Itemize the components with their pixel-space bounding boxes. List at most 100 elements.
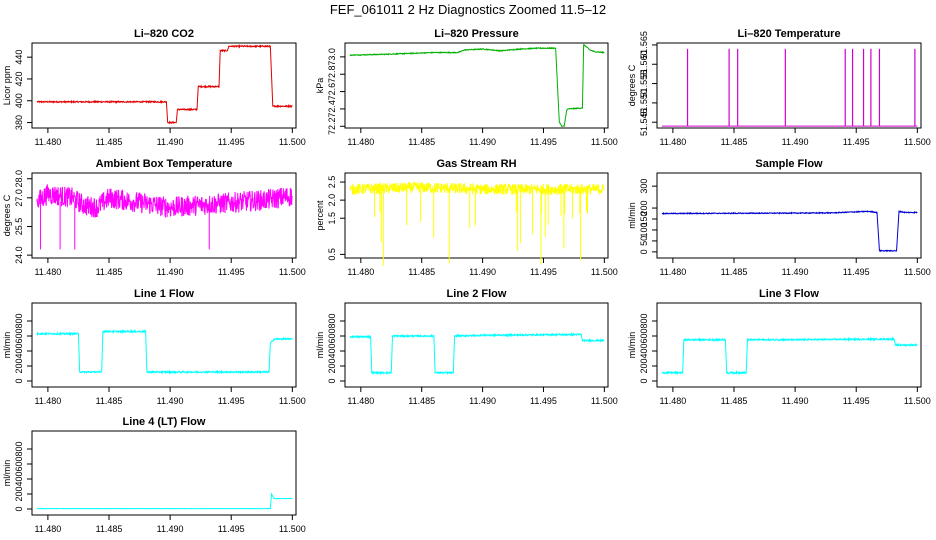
x-tick-label: 11.495: [218, 396, 245, 406]
x-tick-label: 11.485: [721, 267, 748, 277]
panel-title: Li–820 Pressure: [434, 28, 518, 40]
y-tick-label: 28.0: [14, 170, 24, 188]
chart-panel-10: Line 4 (LT) Flow 11.480 11.485 11.490 11.495…: [2, 416, 306, 534]
y-axis-label: ml/min: [2, 332, 12, 359]
x-tick-label: 11.480: [34, 267, 61, 277]
y-tick-label: 50: [639, 236, 649, 246]
y-tick-label: 150: [639, 211, 649, 226]
x-tick-label: 11.485: [96, 524, 123, 534]
chart-panel-3: Li–820 Temperature 11.480 11.485 11.490 11.4…: [627, 28, 931, 147]
y-tick-label: 440: [14, 50, 24, 65]
y-tick-label: 72.8: [327, 65, 337, 83]
y-tick-label: 600: [14, 456, 24, 471]
x-tick-label: 11.480: [347, 267, 374, 277]
y-axis-label: degrees C: [627, 64, 637, 106]
y-tick-label: 0: [14, 506, 24, 511]
y-tick-label: 200: [327, 358, 337, 373]
plot-frame: [344, 172, 609, 259]
y-tick-label: 2.5: [327, 176, 337, 189]
plot-frame: [344, 302, 609, 388]
y-tick-label: 0: [327, 378, 337, 383]
y-tick-label: 51.565: [639, 31, 649, 59]
y-axis-label: ml/min: [2, 460, 12, 487]
y-tick-label: 51.550: [639, 89, 649, 117]
series-line: [36, 184, 293, 219]
y-axis-label: ml/min: [627, 202, 637, 229]
y-tick-label: 400: [639, 343, 649, 358]
x-tick-label: 11.500: [279, 267, 306, 277]
series-line: [349, 180, 605, 197]
x-tick-label: 11.490: [469, 137, 496, 147]
x-tick-label: 11.495: [843, 267, 870, 277]
x-tick-label: 11.500: [279, 137, 306, 147]
y-tick-label: 51.560: [639, 50, 649, 78]
x-tick-label: 11.485: [408, 267, 435, 277]
y-tick-label: 600: [14, 328, 24, 343]
x-tick-label: 11.490: [782, 267, 809, 277]
x-tick-label: 11.495: [218, 137, 245, 147]
series-line: [661, 336, 918, 376]
y-tick-label: 420: [14, 71, 24, 86]
x-tick-label: 11.485: [96, 137, 123, 147]
x-tick-label: 11.500: [591, 396, 618, 406]
x-tick-label: 11.490: [157, 396, 184, 406]
chart-panel-7: Line 1 Flow 11.480 11.485 11.490 11.495 11.50…: [2, 288, 306, 406]
y-tick-label: 72.6: [327, 83, 337, 101]
series-line: [349, 43, 605, 128]
y-tick-label: 400: [14, 93, 24, 108]
panel-title: Line 4 (LT) Flow: [123, 416, 206, 428]
y-tick-label: 200: [14, 486, 24, 501]
x-tick-label: 11.485: [96, 396, 123, 406]
y-tick-label: 1.5: [327, 212, 337, 225]
panel-title: Sample Flow: [755, 158, 823, 170]
x-tick-label: 11.480: [659, 267, 686, 277]
x-tick-label: 11.485: [408, 137, 435, 147]
x-tick-label: 11.495: [530, 137, 557, 147]
x-tick-label: 11.495: [218, 524, 245, 534]
y-tick-label: 200: [14, 358, 24, 373]
x-tick-label: 11.500: [591, 137, 618, 147]
series-line: [36, 43, 293, 125]
x-tick-label: 11.480: [659, 396, 686, 406]
panel-title: Line 3 Flow: [759, 288, 819, 300]
x-tick-label: 11.500: [904, 137, 931, 147]
x-tick-label: 11.495: [843, 396, 870, 406]
plot-frame: [31, 42, 297, 129]
chart-panel-6: Sample Flow 11.480 11.485 11.490 11.495 11.50…: [627, 158, 931, 277]
panel-title: Line 2 Flow: [447, 288, 507, 300]
x-tick-label: 11.500: [279, 396, 306, 406]
x-tick-label: 11.485: [408, 396, 435, 406]
x-tick-label: 11.495: [530, 267, 557, 277]
y-axis-label: Licor ppm: [2, 66, 12, 106]
chart-panel-2: Li–820 Pressure 11.480 11.485 11.490 11.495 1…: [315, 28, 618, 147]
series-line: [349, 332, 605, 376]
panel-title: Ambient Box Temperature: [96, 158, 233, 170]
chart-panel-1: Li–820 CO2 11.480 11.485 11.490 11.495 11.500…: [2, 28, 306, 147]
y-tick-label: 100: [639, 222, 649, 237]
x-tick-label: 11.495: [530, 396, 557, 406]
y-tick-label: 51.545: [639, 108, 649, 136]
y-tick-label: 200: [639, 201, 649, 216]
y-tick-label: 51.555: [639, 70, 649, 98]
plot-frame: [656, 172, 922, 259]
figure-title: FEF_061011 2 Hz Diagnostics Zoomed 11.5–…: [329, 2, 607, 17]
x-tick-label: 11.500: [591, 267, 618, 277]
x-tick-label: 11.490: [157, 267, 184, 277]
x-tick-label: 11.480: [34, 524, 61, 534]
x-tick-label: 11.490: [469, 267, 496, 277]
y-tick-label: 0: [639, 249, 649, 254]
y-axis-label: kPa: [315, 78, 325, 94]
x-tick-label: 11.480: [347, 137, 374, 147]
x-tick-label: 11.490: [782, 396, 809, 406]
y-tick-label: 72.4: [327, 100, 337, 118]
y-tick-label: 300: [639, 179, 649, 194]
x-tick-label: 11.490: [157, 137, 184, 147]
y-tick-label: 200: [639, 358, 649, 373]
panel-title: Line 1 Flow: [134, 288, 194, 300]
y-tick-label: 0: [639, 378, 649, 383]
y-tick-label: 600: [639, 328, 649, 343]
y-tick-label: 25.5: [14, 218, 24, 236]
x-tick-label: 11.490: [782, 137, 809, 147]
y-tick-label: 0.5: [327, 248, 337, 261]
chart-panel-8: Line 2 Flow 11.480 11.485 11.490 11.495 11.50…: [315, 288, 618, 406]
